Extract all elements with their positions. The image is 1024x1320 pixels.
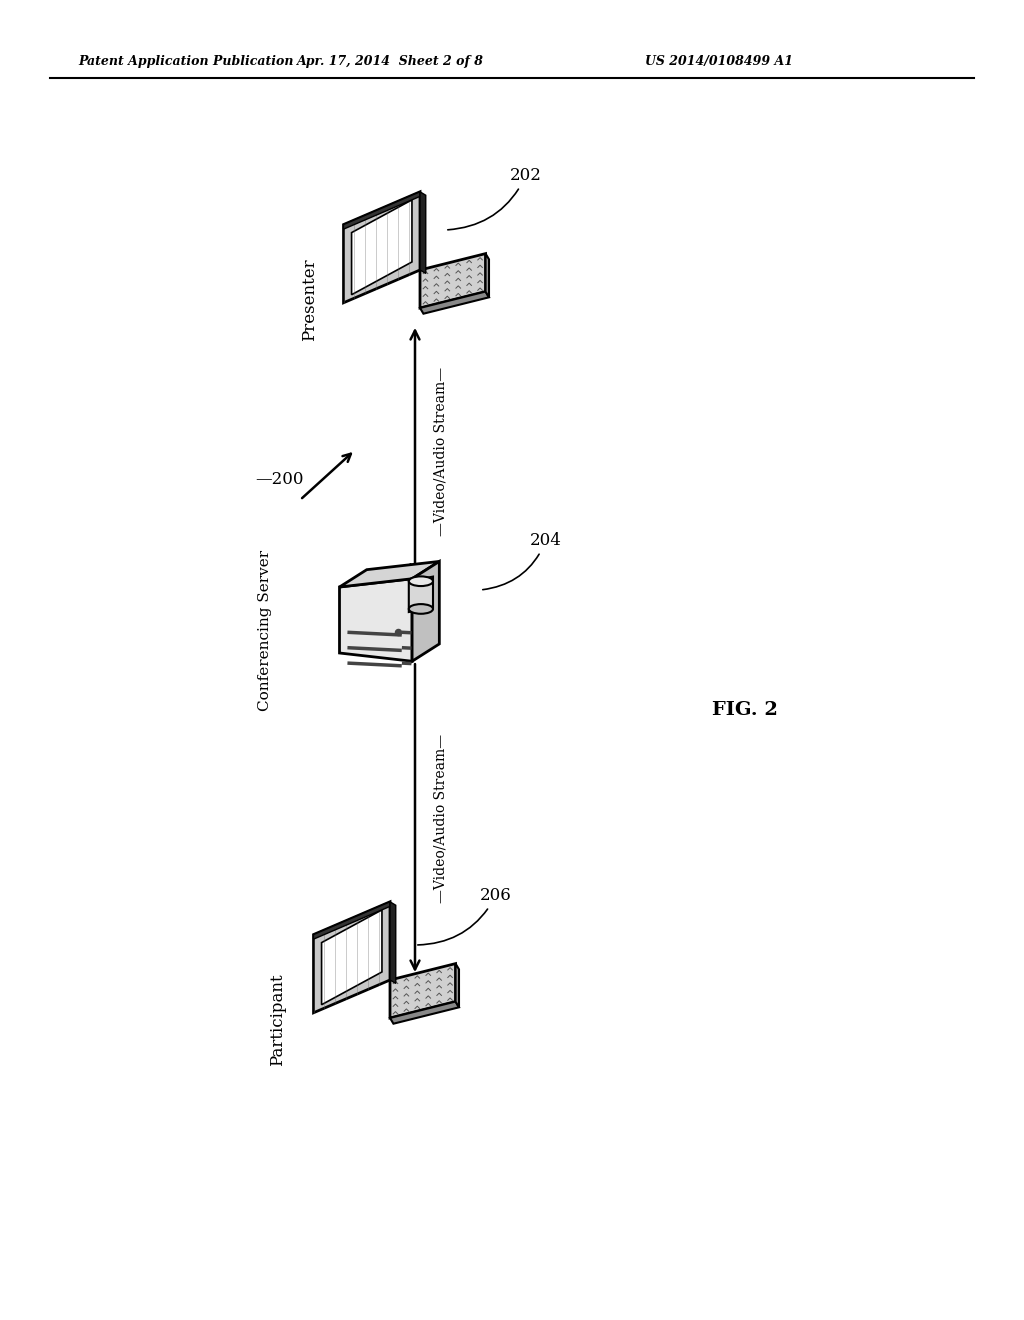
Text: US 2014/0108499 A1: US 2014/0108499 A1 <box>645 55 793 69</box>
Polygon shape <box>343 191 420 302</box>
Polygon shape <box>313 902 390 939</box>
Polygon shape <box>409 577 433 612</box>
Text: Apr. 17, 2014  Sheet 2 of 8: Apr. 17, 2014 Sheet 2 of 8 <box>297 55 483 69</box>
Polygon shape <box>420 191 426 273</box>
Polygon shape <box>340 578 412 661</box>
Text: Conferencing Server: Conferencing Server <box>258 549 272 710</box>
Polygon shape <box>412 561 439 661</box>
Text: Presenter: Presenter <box>301 259 318 342</box>
Polygon shape <box>390 902 395 983</box>
Polygon shape <box>420 253 485 308</box>
Polygon shape <box>420 292 489 314</box>
Polygon shape <box>351 199 412 294</box>
Polygon shape <box>456 964 459 1007</box>
Text: Participant: Participant <box>269 974 287 1067</box>
Polygon shape <box>340 561 439 587</box>
Text: 202: 202 <box>447 168 542 230</box>
Text: —200: —200 <box>255 471 303 488</box>
Text: FIG. 2: FIG. 2 <box>712 701 778 719</box>
Text: Patent Application Publication: Patent Application Publication <box>78 55 294 69</box>
Polygon shape <box>322 909 382 1005</box>
Polygon shape <box>390 1002 459 1024</box>
Text: 206: 206 <box>418 887 512 945</box>
Polygon shape <box>485 253 489 297</box>
Polygon shape <box>390 964 456 1018</box>
Ellipse shape <box>409 605 433 614</box>
Ellipse shape <box>409 577 433 586</box>
Polygon shape <box>343 191 420 230</box>
Text: —Video/Audio Stream—: —Video/Audio Stream— <box>433 734 447 903</box>
Text: 204: 204 <box>482 532 562 590</box>
Polygon shape <box>313 902 390 1012</box>
Text: —Video/Audio Stream—: —Video/Audio Stream— <box>433 367 447 536</box>
